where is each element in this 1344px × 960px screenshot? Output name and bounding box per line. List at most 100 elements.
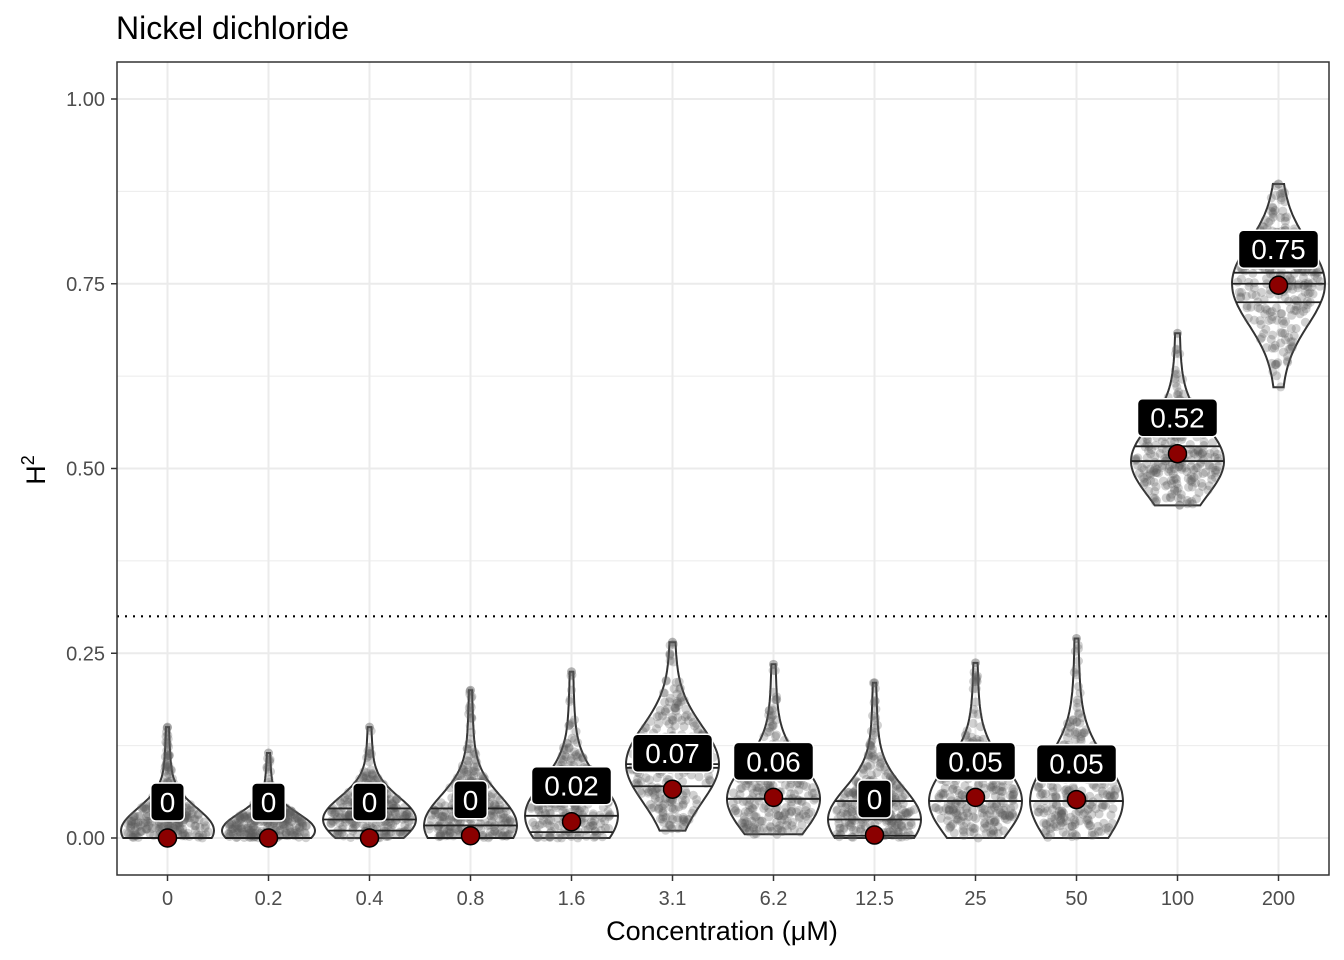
jitter-point xyxy=(1270,205,1280,215)
jitter-point xyxy=(125,823,135,833)
jitter-point xyxy=(144,821,153,831)
jitter-point xyxy=(1000,813,1010,823)
jitter-point xyxy=(1308,289,1318,299)
jitter-point xyxy=(239,812,249,822)
jitter-point xyxy=(467,727,476,737)
jitter-point xyxy=(750,800,760,810)
jitter-point xyxy=(1075,816,1085,826)
jitter-point xyxy=(679,722,689,731)
jitter-point xyxy=(971,684,981,694)
jitter-point xyxy=(1056,814,1066,824)
x-tick-label: 0.2 xyxy=(255,888,283,910)
jitter-point xyxy=(1144,486,1154,496)
jitter-point xyxy=(363,774,373,784)
jitter-point xyxy=(676,693,686,703)
jitter-point xyxy=(759,803,769,813)
jitter-point xyxy=(887,820,897,830)
jitter-point xyxy=(571,727,581,736)
jitter-point xyxy=(298,819,308,829)
jitter-point xyxy=(199,817,209,827)
jitter-point xyxy=(1305,288,1315,298)
jitter-point xyxy=(358,773,368,783)
jitter-point xyxy=(506,824,516,834)
jitter-point xyxy=(859,765,869,775)
jitter-point xyxy=(1210,452,1220,462)
jitter-point xyxy=(344,810,354,820)
jitter-point xyxy=(673,698,683,708)
jitter-point xyxy=(287,817,297,827)
jitter-point xyxy=(225,819,234,829)
jitter-point xyxy=(1052,793,1061,803)
jitter-point xyxy=(969,828,979,838)
jitter-point xyxy=(471,749,481,759)
jitter-point xyxy=(661,825,671,835)
jitter-point xyxy=(647,786,657,795)
jitter-point xyxy=(558,806,568,816)
jitter-point xyxy=(597,832,607,842)
jitter-point xyxy=(1110,786,1120,796)
jitter-point xyxy=(435,829,445,839)
value-label-text: 0 xyxy=(867,784,883,815)
jitter-point xyxy=(539,832,549,842)
jitter-point xyxy=(178,828,188,838)
jitter-point xyxy=(1270,343,1280,353)
jitter-point xyxy=(1211,467,1221,477)
jitter-point xyxy=(155,822,165,832)
mean-point xyxy=(1066,789,1087,810)
jitter-point xyxy=(164,762,174,772)
jitter-point xyxy=(969,704,979,714)
jitter-point xyxy=(470,747,479,757)
jitter-point xyxy=(666,803,676,813)
jitter-point xyxy=(1173,328,1182,338)
jitter-point xyxy=(661,813,671,823)
jitter-point xyxy=(989,785,998,795)
jitter-point xyxy=(1273,358,1283,368)
jitter-point xyxy=(654,719,663,729)
jitter-point xyxy=(944,810,953,820)
jitter-point xyxy=(998,786,1008,796)
jitter-point xyxy=(162,723,172,733)
jitter-point xyxy=(1137,463,1147,473)
jitter-point xyxy=(234,818,244,828)
jitter-point xyxy=(284,821,294,831)
jitter-point xyxy=(363,746,373,756)
jitter-point xyxy=(465,734,475,744)
jitter-point xyxy=(1266,269,1275,279)
jitter-point xyxy=(1070,735,1080,745)
jitter-point xyxy=(1172,369,1182,379)
jitter-point xyxy=(1172,486,1182,496)
jitter-point xyxy=(1101,801,1110,810)
jitter-point xyxy=(970,824,980,833)
jitter-point xyxy=(541,810,551,820)
jitter-point xyxy=(164,742,173,752)
jitter-point xyxy=(1087,830,1097,840)
jitter-point xyxy=(239,820,249,830)
value-label-box xyxy=(150,782,185,822)
jitter-point xyxy=(1061,830,1071,840)
jitter-point xyxy=(1289,331,1299,341)
jitter-point xyxy=(675,683,685,693)
jitter-point xyxy=(678,814,688,824)
jitter-point xyxy=(1062,784,1071,794)
jitter-point xyxy=(175,822,185,832)
jitter-point xyxy=(1066,812,1076,822)
jitter-point xyxy=(737,818,747,828)
jitter-point xyxy=(659,688,669,698)
jitter-point xyxy=(952,810,962,820)
jitter-point xyxy=(404,808,414,818)
jitter-point xyxy=(564,743,574,753)
jitter-point xyxy=(559,745,569,754)
jitter-point xyxy=(749,824,759,834)
jitter-point xyxy=(579,805,589,815)
jitter-point xyxy=(1147,445,1156,455)
jitter-point xyxy=(986,782,996,792)
jitter-point xyxy=(658,803,667,813)
jitter-point xyxy=(139,803,149,812)
jitter-point xyxy=(130,822,140,832)
jitter-point xyxy=(1278,206,1288,216)
jitter-point xyxy=(575,806,585,816)
jitter-point xyxy=(402,810,412,820)
jitter-point xyxy=(858,768,868,778)
jitter-point xyxy=(1299,301,1308,311)
jitter-point xyxy=(123,819,133,829)
